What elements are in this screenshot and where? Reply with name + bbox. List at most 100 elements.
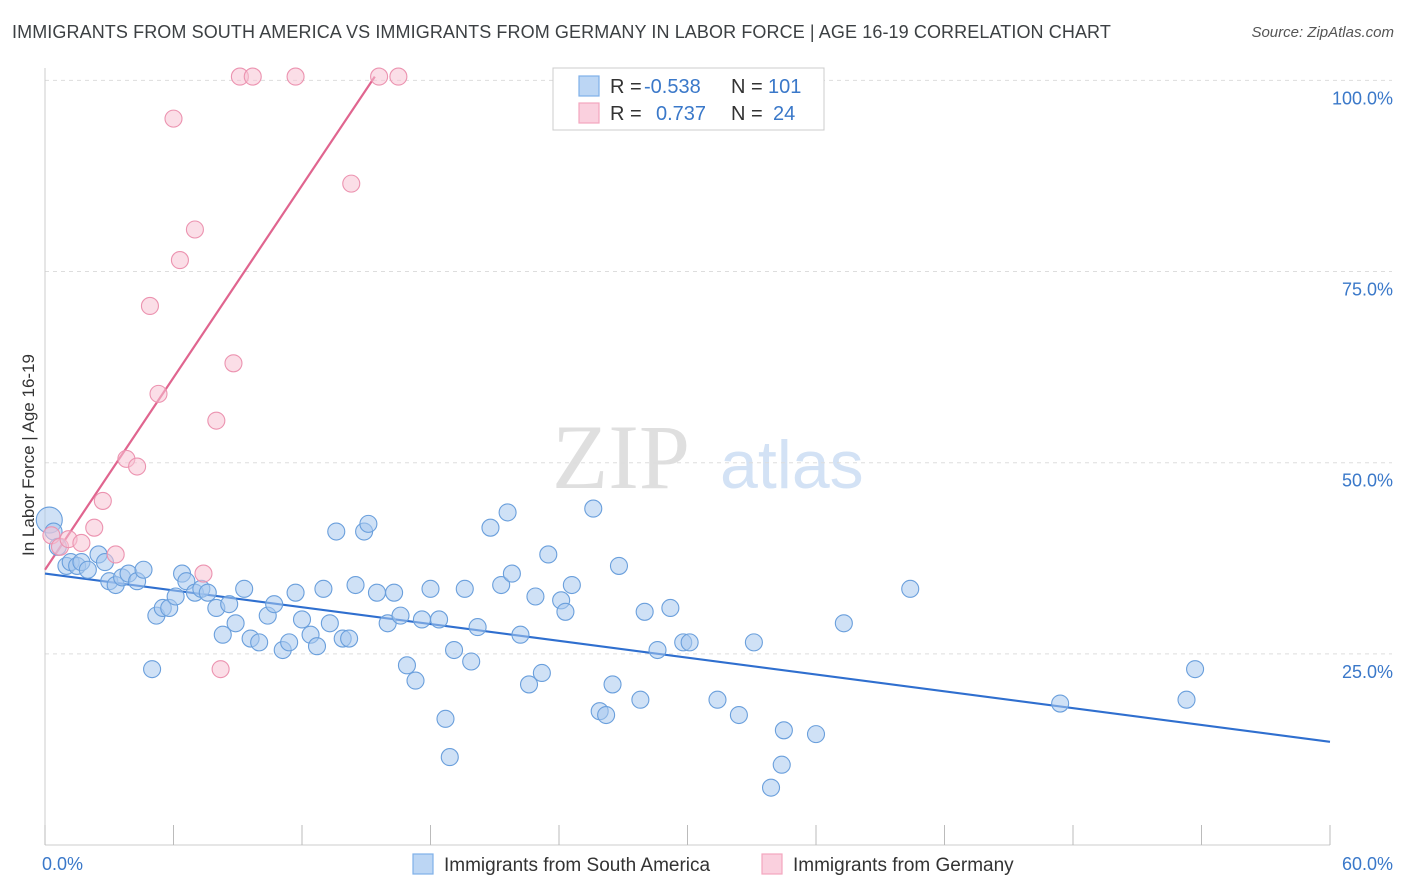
point-south-america: [436, 709, 455, 728]
legend-r-label-pink: R =: [610, 103, 642, 125]
point-south-america: [340, 629, 359, 648]
legend-n-label-pink: N =: [731, 103, 763, 125]
point-south-america: [307, 637, 327, 656]
legend-n-value-pink: 24: [773, 103, 795, 125]
point-south-america: [708, 690, 727, 709]
point-south-america: [761, 778, 781, 797]
series-legend-label-pink: Immigrants from Germany: [793, 855, 1014, 876]
legend-r-value-pink: 0.737: [656, 103, 706, 125]
point-south-america: [834, 614, 853, 633]
x-tick-label-60: 60.0%: [1342, 854, 1393, 874]
point-south-america: [359, 514, 378, 533]
point-south-america: [397, 656, 416, 675]
stats-legend: R = -0.538 N = 101 R = 0.737 N = 24: [552, 67, 825, 131]
point-south-america: [1051, 694, 1070, 713]
series-legend-label-blue: Immigrants from South America: [444, 855, 711, 876]
point-germany: [93, 491, 112, 510]
legend-n-label-blue: N =: [731, 76, 763, 98]
point-south-america: [292, 610, 312, 629]
series-germany-points: [42, 67, 408, 679]
point-south-america: [198, 583, 217, 602]
trend-line-germany: [44, 75, 376, 571]
point-south-america: [511, 625, 530, 644]
point-south-america: [327, 522, 346, 541]
point-south-america: [226, 614, 245, 633]
point-south-america: [532, 663, 551, 683]
point-south-america: [391, 606, 410, 625]
point-south-america: [597, 705, 616, 725]
y-tick-labels: 25.0% 50.0% 75.0% 100.0%: [1332, 88, 1393, 681]
point-south-america: [78, 560, 97, 579]
y-axis-title: In Labor Force | Age 16-19: [19, 354, 38, 556]
point-south-america: [680, 633, 699, 652]
point-south-america: [235, 579, 254, 598]
point-germany: [342, 174, 361, 193]
point-south-america: [440, 748, 459, 767]
legend-r-label-blue: R =: [610, 76, 642, 98]
point-germany: [106, 545, 125, 564]
point-germany: [185, 220, 204, 239]
point-south-america: [1186, 660, 1205, 679]
series-legend: Immigrants from South America Immigrants…: [412, 853, 1014, 876]
point-south-america: [661, 598, 680, 618]
point-south-america: [498, 503, 517, 522]
point-south-america: [320, 614, 339, 633]
point-south-america: [280, 633, 299, 652]
point-south-america: [631, 690, 650, 709]
point-south-america: [468, 618, 487, 637]
point-germany: [164, 109, 183, 128]
point-south-america: [502, 564, 521, 583]
x-tick-label-0: 0.0%: [42, 854, 83, 874]
y-tick-label-50: 50.0%: [1342, 471, 1393, 491]
point-south-america: [455, 579, 474, 598]
point-south-america: [556, 602, 575, 621]
point-germany: [72, 533, 91, 553]
trend-lines: [44, 75, 1331, 743]
point-south-america: [648, 640, 667, 660]
point-south-america: [286, 583, 305, 602]
point-south-america: [220, 595, 239, 614]
point-south-america: [635, 602, 654, 621]
point-south-america: [519, 675, 539, 694]
point-germany: [224, 354, 243, 373]
point-south-america: [346, 575, 365, 595]
point-germany: [207, 411, 226, 430]
point-germany: [211, 660, 230, 679]
watermark-zip: ZIP: [552, 406, 690, 508]
legend-r-value-blue: -0.538: [644, 76, 701, 98]
watermark-atlas: atlas: [720, 427, 864, 503]
series-legend-swatch-blue: [412, 853, 434, 875]
point-south-america: [213, 625, 232, 644]
point-germany: [243, 67, 262, 86]
point-germany: [140, 296, 159, 316]
point-south-america: [772, 755, 791, 774]
point-south-america: [729, 705, 748, 725]
point-germany: [194, 564, 213, 583]
point-south-america: [744, 633, 763, 652]
point-south-america: [166, 587, 185, 606]
point-south-america: [609, 556, 629, 575]
chart-title: IMMIGRANTS FROM SOUTH AMERICA VS IMMIGRA…: [12, 22, 1111, 42]
point-south-america: [134, 560, 153, 579]
y-tick-label-75: 75.0%: [1342, 280, 1393, 300]
point-south-america: [385, 583, 404, 602]
point-germany: [286, 67, 305, 86]
point-south-america: [562, 575, 581, 595]
legend-swatch-blue: [578, 75, 600, 97]
point-south-america: [421, 579, 440, 598]
series-south-america-points: [35, 499, 1205, 797]
point-south-america: [462, 652, 481, 671]
source-attribution: Source: ZipAtlas.com: [1251, 24, 1394, 41]
point-south-america: [806, 725, 826, 744]
point-south-america: [492, 575, 511, 595]
point-germany: [85, 518, 104, 537]
point-south-america: [526, 587, 545, 606]
point-germany: [128, 457, 147, 476]
point-germany: [149, 384, 168, 403]
point-germany: [370, 67, 389, 86]
x-tick-labels: 0.0% 60.0%: [42, 854, 1393, 874]
point-south-america: [367, 583, 387, 602]
point-south-america: [539, 545, 558, 564]
gridlines: [45, 79, 1392, 655]
point-south-america: [250, 633, 269, 652]
